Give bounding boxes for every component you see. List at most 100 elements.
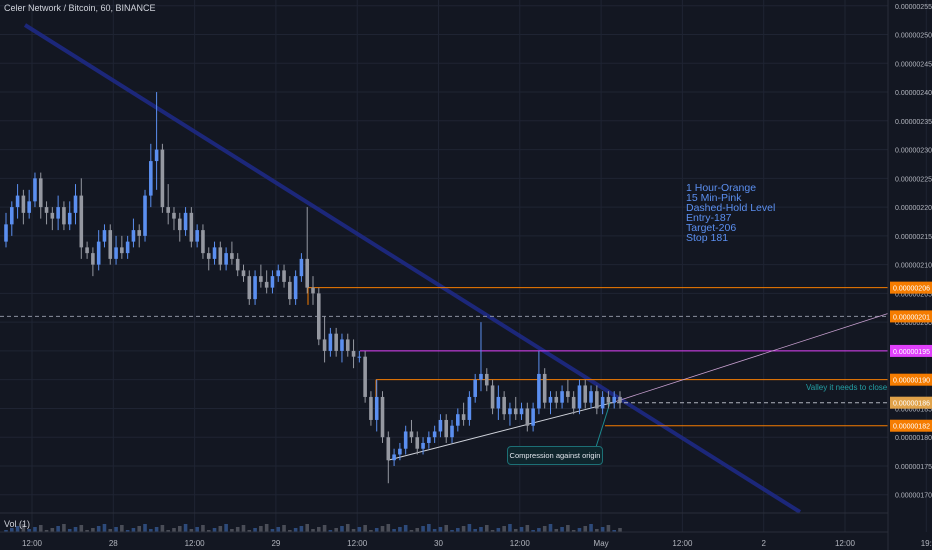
y-tick-label: 0.00000180 <box>895 435 932 442</box>
volume-bar <box>85 530 89 532</box>
candle-body <box>305 258 310 288</box>
candle-body <box>374 396 379 420</box>
candle-body <box>606 396 611 403</box>
volume-bar <box>149 529 153 532</box>
level-price-label: 0.00000182 <box>893 424 930 431</box>
volume-bar <box>334 528 338 532</box>
volume-bar <box>67 529 72 532</box>
downtrend-line <box>23 23 802 514</box>
volume-bar <box>606 525 611 532</box>
candle-body <box>409 431 414 438</box>
candle-body <box>502 396 506 415</box>
candle-body <box>438 419 443 432</box>
candle-body <box>380 396 385 438</box>
note-line: Target-206 <box>686 222 737 234</box>
candle-body <box>224 253 228 265</box>
candle-body <box>183 212 188 231</box>
candle-body <box>44 207 49 213</box>
candle-body <box>479 373 483 380</box>
candle-body <box>50 212 55 219</box>
valley-note: Valley it needs to close <box>806 383 888 392</box>
candle-body <box>282 270 286 282</box>
candle-body <box>345 339 350 351</box>
x-tick-label: 28 <box>109 539 118 548</box>
candle-body <box>166 207 170 213</box>
level-price-label: 0.00000195 <box>893 349 930 356</box>
candle-body <box>73 195 78 213</box>
note-line: Dashed-Hold Level <box>686 202 776 214</box>
volume-bar <box>345 524 350 532</box>
candle-body <box>235 258 240 271</box>
volume-bar <box>241 525 246 532</box>
extension-trend-line <box>611 313 889 404</box>
volume-bar <box>166 530 170 532</box>
volume-bar <box>322 525 327 532</box>
candle-body <box>618 396 622 403</box>
volume-bar <box>270 529 275 532</box>
volume-bar <box>172 528 176 532</box>
volume-bar <box>299 526 304 532</box>
volume-bar <box>438 527 443 532</box>
y-tick-label: 0.00000170 <box>895 493 932 500</box>
y-tick-label: 0.00000230 <box>895 148 932 155</box>
level-price-label: 0.00000206 <box>893 286 930 293</box>
volume-bar <box>247 530 252 532</box>
candle-body <box>612 396 617 403</box>
x-tick-label: 12:00 <box>835 539 856 548</box>
volume-bar <box>357 527 362 532</box>
candle-body <box>363 356 367 397</box>
volume-bar <box>473 529 477 532</box>
volume-bar <box>484 525 489 532</box>
candle-body <box>56 207 60 219</box>
volume-bar <box>392 529 396 532</box>
candle-body <box>299 258 304 277</box>
volume-bar <box>21 524 26 532</box>
candle-body <box>131 230 136 242</box>
volume-bar <box>560 527 564 532</box>
candle-body <box>560 391 564 403</box>
volume-bar <box>583 526 588 532</box>
volume-bar <box>311 529 315 532</box>
volume-bar <box>282 525 286 532</box>
x-tick-label: 2 <box>761 539 766 548</box>
candle-body <box>62 207 66 225</box>
candle-body <box>189 212 194 242</box>
x-tick-label: May <box>594 539 609 548</box>
volume-bar <box>4 530 8 532</box>
candle-body <box>351 350 356 357</box>
volume-bar <box>374 528 379 532</box>
y-tick-label: 0.00000225 <box>895 176 932 183</box>
candle-body <box>143 195 147 236</box>
compression-callout: Compression against origin <box>507 446 603 465</box>
volume-bar <box>79 525 84 532</box>
volume-bar <box>201 525 205 532</box>
volume-bar <box>73 527 78 532</box>
candle-body <box>125 241 130 254</box>
candle-body <box>96 241 101 265</box>
candle-body <box>4 224 8 242</box>
candle-body <box>79 195 84 248</box>
candle-body <box>519 408 524 415</box>
volume-bar <box>224 524 228 532</box>
candle-body <box>392 454 396 461</box>
volume-bar <box>508 524 512 532</box>
candle-body <box>467 396 472 420</box>
volume-bar <box>235 527 240 532</box>
candle-body <box>212 247 217 259</box>
candle-body <box>172 212 176 219</box>
volume-bar <box>490 530 495 532</box>
candle-body <box>369 396 373 420</box>
level-price-tag <box>890 373 932 386</box>
volume-bar <box>479 527 483 532</box>
volume-bar <box>421 526 425 532</box>
candle-body <box>334 333 338 351</box>
volume-bar <box>293 528 298 532</box>
volume-bar <box>38 525 43 532</box>
candle-body <box>276 270 281 277</box>
note-line: Stop 181 <box>686 232 729 244</box>
volume-bar <box>496 528 501 532</box>
y-tick-label: 0.00000245 <box>895 61 932 68</box>
candle-body <box>154 149 159 162</box>
x-tick-label: 12:00 <box>510 539 531 548</box>
